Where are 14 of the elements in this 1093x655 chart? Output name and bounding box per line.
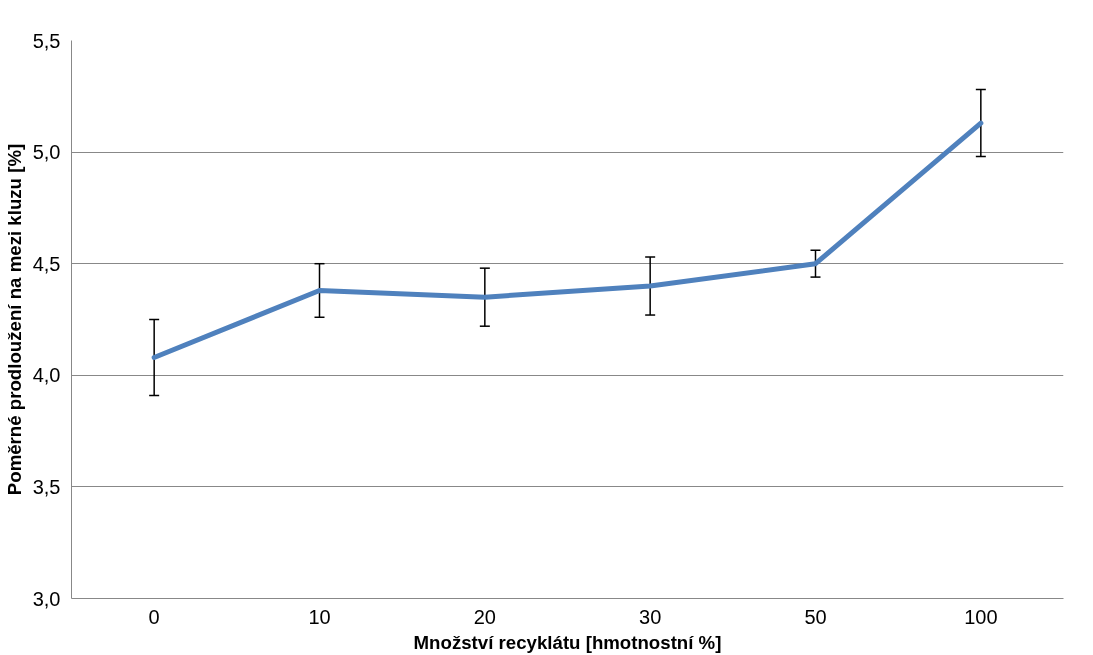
y-tick-label: 5,0 (32, 141, 61, 164)
x-tick-label: 100 (964, 605, 998, 628)
y-tick-label: 3,0 (32, 587, 61, 610)
x-axis-title: Množství recyklátu [hmotnostní %] (413, 631, 722, 653)
x-tick-label: 30 (639, 605, 662, 628)
x-tick-label: 20 (473, 605, 496, 628)
y-tick-label: 5,5 (32, 29, 61, 52)
x-tick-label: 10 (308, 605, 331, 628)
x-tick-label: 50 (804, 605, 827, 628)
y-axis-title: Poměrné prodloužení na mezi kluzu [%] (3, 143, 25, 496)
x-tick-label: 0 (148, 605, 160, 628)
y-tick-label: 4,5 (32, 252, 61, 275)
y-tick-label: 4,0 (32, 364, 61, 387)
y-tick-label: 3,5 (32, 475, 61, 498)
